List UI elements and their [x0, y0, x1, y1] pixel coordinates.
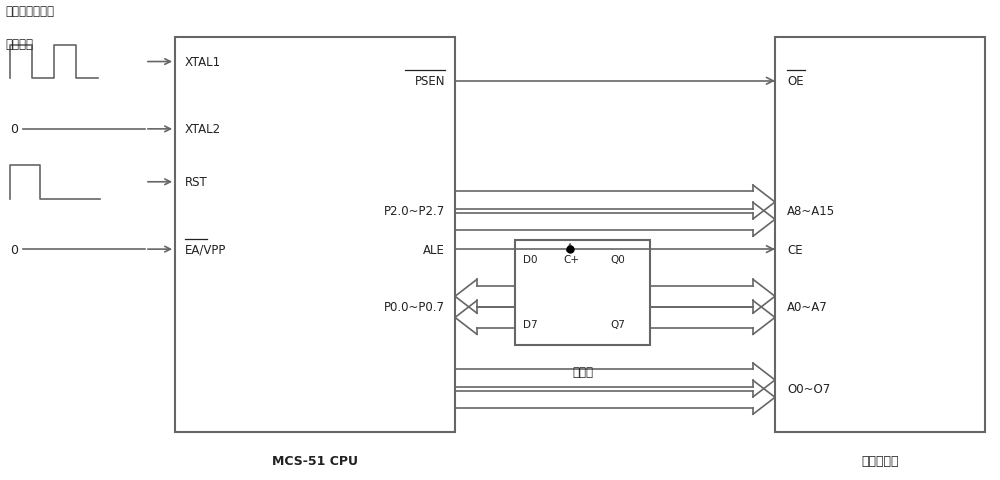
Text: D0: D0 — [523, 254, 538, 264]
Text: Q7: Q7 — [610, 319, 625, 329]
Text: CE: CE — [787, 243, 803, 256]
Text: 锁存器: 锁存器 — [572, 365, 593, 378]
Text: Q0: Q0 — [610, 254, 625, 264]
Text: XTAL1: XTAL1 — [185, 56, 221, 69]
Text: EA/VPP: EA/VPP — [185, 243, 226, 256]
Text: MCS-51 CPU: MCS-51 CPU — [272, 454, 358, 467]
Text: XTAL2: XTAL2 — [185, 123, 221, 136]
Text: PSEN: PSEN — [415, 75, 445, 88]
Text: ALE: ALE — [423, 243, 445, 256]
Text: 外部存储器: 外部存储器 — [861, 454, 899, 467]
Text: RST: RST — [185, 176, 208, 189]
Text: 0: 0 — [10, 123, 18, 136]
Bar — [175, 38, 455, 432]
Text: P2.0~P2.7: P2.0~P2.7 — [384, 204, 445, 218]
Text: P0.0~P0.7: P0.0~P0.7 — [384, 300, 445, 314]
Text: D7: D7 — [523, 319, 538, 329]
Bar — [515, 240, 650, 346]
Text: O0~O7: O0~O7 — [787, 382, 830, 396]
Text: C+: C+ — [563, 254, 579, 264]
Text: 集成电路测试机: 集成电路测试机 — [5, 5, 54, 18]
Text: 激励信号: 激励信号 — [5, 38, 33, 51]
Text: 0: 0 — [10, 243, 18, 256]
Text: A0~A7: A0~A7 — [787, 300, 828, 314]
Bar — [775, 38, 985, 432]
Text: A8~A15: A8~A15 — [787, 204, 835, 218]
Text: OE: OE — [787, 75, 804, 88]
